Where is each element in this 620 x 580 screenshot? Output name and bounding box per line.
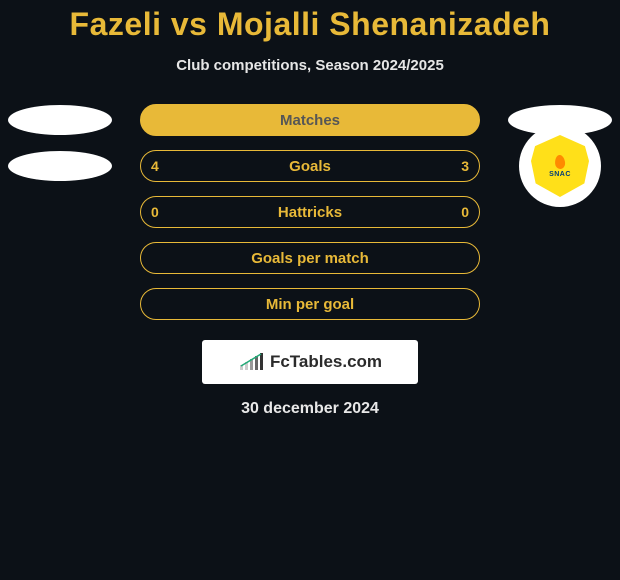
stat-right-value: 0 — [461, 204, 469, 220]
stat-pill-goals: 4 Goals 3 — [140, 150, 480, 182]
stat-label: Matches — [280, 112, 340, 129]
stat-label: Hattricks — [278, 204, 342, 221]
club-badge: SNAC — [519, 125, 601, 207]
avatar-placeholder — [8, 151, 112, 181]
stat-left-value: 4 — [151, 158, 159, 174]
club-abbr: SNAC — [549, 171, 571, 178]
date-label: 30 december 2024 — [0, 400, 620, 418]
stat-pill-hattricks: 0 Hattricks 0 — [140, 196, 480, 228]
stat-row: Min per goal — [0, 288, 620, 320]
avatar-placeholder — [8, 105, 112, 135]
player-right-slot: SNAC — [508, 125, 612, 207]
player-left-slot — [8, 151, 112, 181]
subtitle: Club competitions, Season 2024/2025 — [0, 57, 620, 74]
stat-row: 0 Hattricks 0 — [0, 196, 620, 228]
brand-link[interactable]: FcTables.com — [202, 340, 418, 384]
player-left-slot — [8, 105, 112, 135]
bar-chart-icon — [238, 353, 264, 371]
stat-right-value: 3 — [461, 158, 469, 174]
flame-icon — [554, 154, 565, 169]
stat-row: Goals per match — [0, 242, 620, 274]
stat-row: 4 Goals 3 SNAC — [0, 150, 620, 182]
page-title: Fazeli vs Mojalli Shenanizadeh — [0, 6, 620, 43]
comparison-card: Fazeli vs Mojalli Shenanizadeh Club comp… — [0, 0, 620, 418]
shield-icon: SNAC — [531, 135, 589, 197]
stat-pill-matches: Matches — [140, 104, 480, 136]
stat-pill-mpg: Min per goal — [140, 288, 480, 320]
brand-label: FcTables.com — [270, 352, 382, 372]
stat-label: Goals per match — [251, 250, 369, 267]
stat-pill-gpm: Goals per match — [140, 242, 480, 274]
stat-label: Min per goal — [266, 296, 354, 313]
stat-label: Goals — [289, 158, 331, 175]
stat-left-value: 0 — [151, 204, 159, 220]
